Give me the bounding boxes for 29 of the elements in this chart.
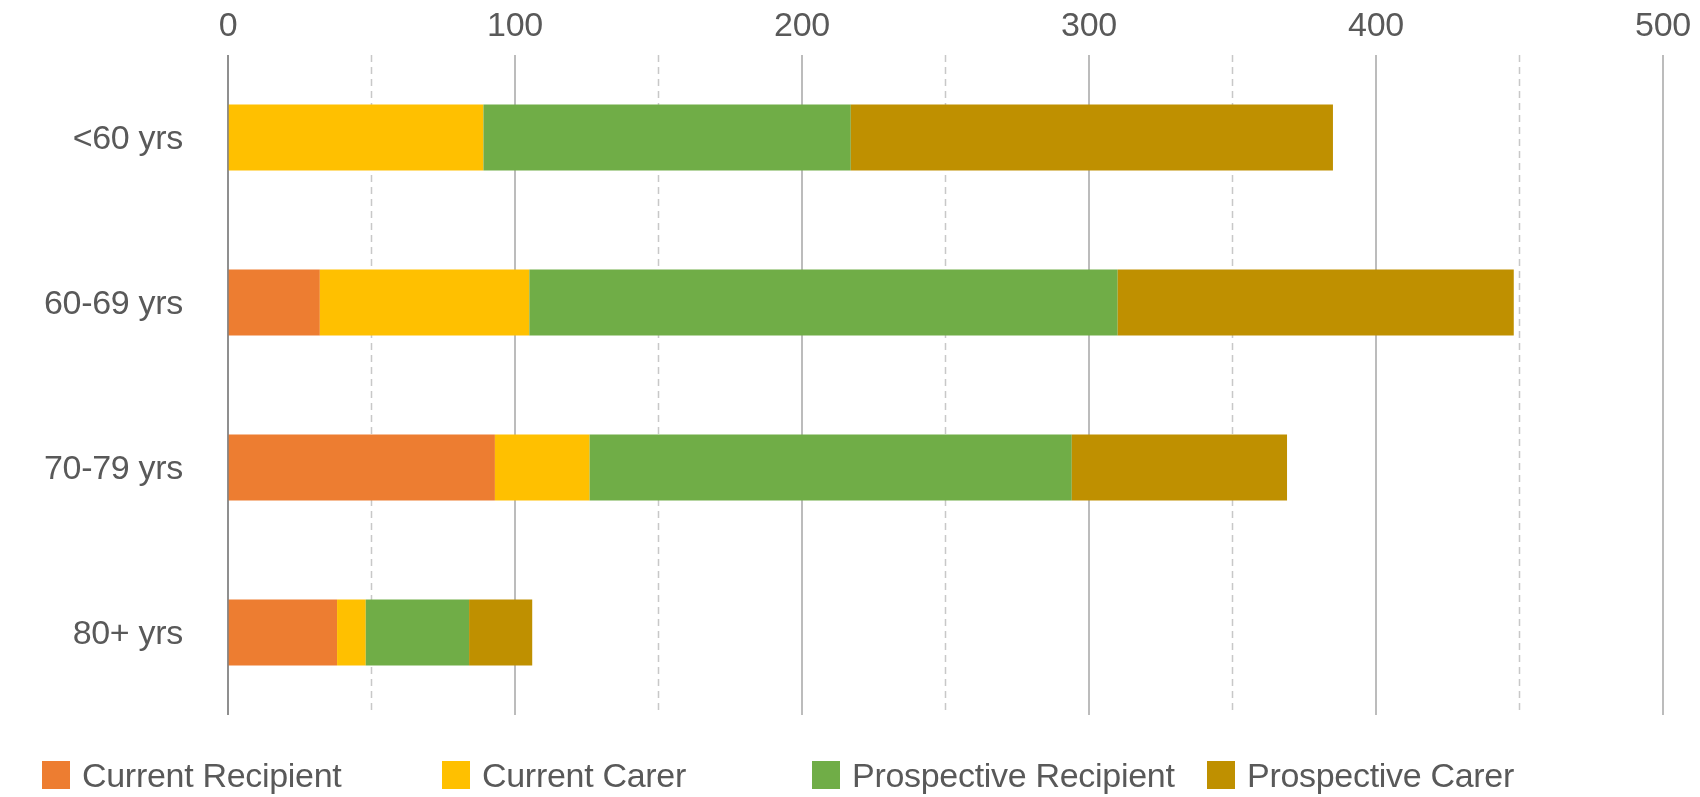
bar bbox=[1071, 434, 1288, 501]
x-tick-label: 400 bbox=[1348, 5, 1404, 43]
bar bbox=[337, 599, 366, 666]
y-tick-label: 70-79 yrs bbox=[43, 448, 183, 487]
x-tick-label: 500 bbox=[1635, 5, 1691, 43]
x-tick-label: 0 bbox=[218, 5, 238, 43]
y-tick-label: 80+ yrs bbox=[72, 613, 183, 652]
bar bbox=[228, 269, 320, 336]
bar bbox=[1117, 269, 1514, 336]
bar bbox=[228, 599, 338, 666]
bar bbox=[483, 104, 851, 171]
x-tick-label: 200 bbox=[774, 5, 830, 43]
x-tick-label: 100 bbox=[487, 5, 543, 43]
legend-label: Prospective Recipient bbox=[852, 755, 1176, 794]
bar bbox=[850, 104, 1333, 171]
legend-label: Current Carer bbox=[482, 755, 686, 794]
y-tick-label: 60-69 yrs bbox=[43, 283, 183, 322]
legend-label: Current Recipient bbox=[82, 755, 343, 794]
bar bbox=[469, 599, 533, 666]
x-tick-label: 300 bbox=[1061, 5, 1117, 43]
y-tick-label: <60 yrs bbox=[72, 118, 183, 157]
bar bbox=[529, 269, 1118, 336]
bar bbox=[589, 434, 1072, 501]
bar bbox=[228, 434, 495, 501]
bar bbox=[319, 269, 530, 336]
bar bbox=[228, 104, 484, 171]
legend-label: Prospective Carer bbox=[1247, 755, 1514, 794]
bar bbox=[494, 434, 590, 501]
bar bbox=[365, 599, 470, 666]
